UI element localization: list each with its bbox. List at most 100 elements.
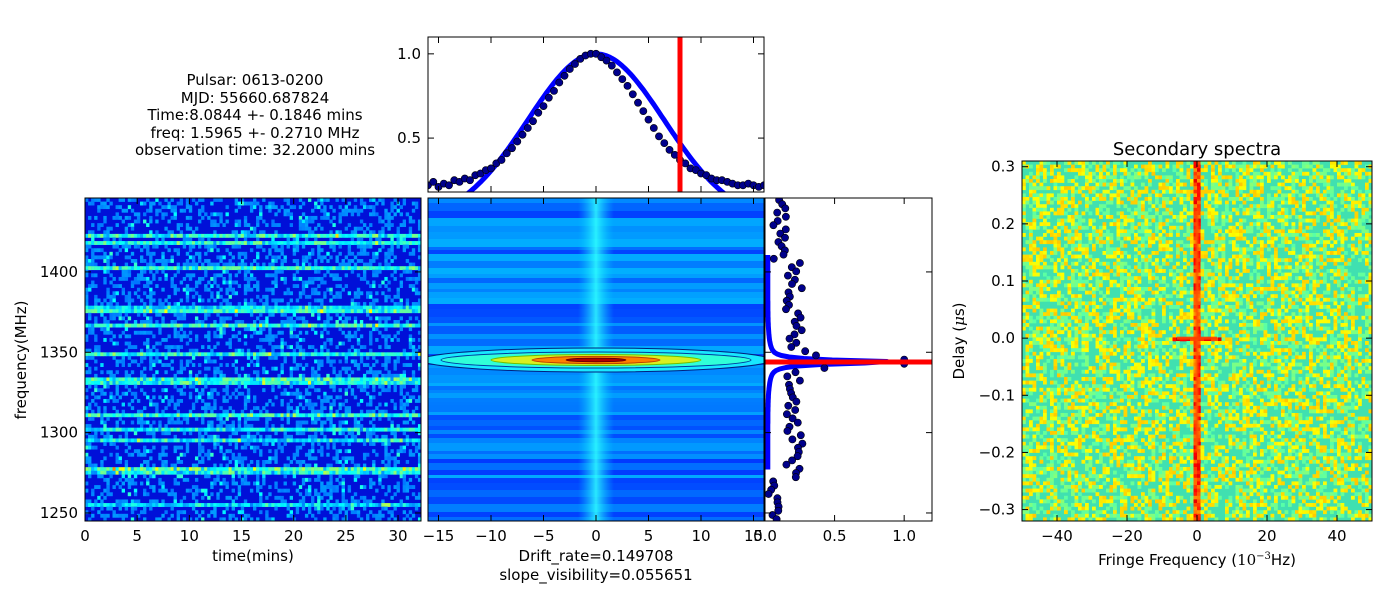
dyn-cell bbox=[237, 413, 242, 418]
dyn-cell bbox=[283, 381, 287, 385]
dyn-cell bbox=[112, 291, 116, 296]
dyn-cell bbox=[295, 438, 300, 443]
dyn-cell bbox=[335, 284, 339, 289]
dyn-cell bbox=[246, 391, 251, 396]
dyn-cell bbox=[387, 377, 391, 382]
dyn-cell bbox=[85, 248, 89, 253]
dyn-cell bbox=[136, 244, 141, 249]
dyn-cell bbox=[332, 513, 336, 518]
freq-acf-point bbox=[792, 322, 801, 330]
dyn-cell bbox=[222, 388, 226, 393]
dyn-cell bbox=[280, 449, 284, 454]
dyn-cell bbox=[103, 467, 107, 472]
dyn-cell bbox=[164, 226, 168, 231]
dyn-cell bbox=[158, 330, 162, 335]
dyn-cell bbox=[362, 273, 367, 278]
dyn-cell bbox=[329, 244, 333, 249]
dyn-cell bbox=[295, 409, 300, 414]
dyn-cell bbox=[268, 517, 272, 522]
dyn-cell bbox=[170, 366, 174, 371]
dyn-cell bbox=[341, 431, 345, 436]
dyn-cell bbox=[298, 266, 303, 271]
dyn-cell bbox=[362, 413, 367, 418]
freq-acf-point bbox=[796, 259, 804, 267]
dyn-cell bbox=[314, 373, 318, 378]
dyn-cell bbox=[320, 424, 324, 428]
dyn-cell bbox=[194, 262, 199, 267]
dyn-cell bbox=[130, 241, 135, 245]
dyn-cell bbox=[384, 366, 388, 371]
dyn-cell bbox=[280, 416, 284, 421]
dyn-cell bbox=[402, 427, 407, 432]
dyn-cell bbox=[280, 413, 284, 418]
dyn-cell bbox=[94, 413, 98, 418]
dyn-cell bbox=[246, 305, 251, 310]
dyn-cell bbox=[411, 492, 416, 497]
dyn-cell bbox=[298, 402, 303, 407]
dyn-cell bbox=[307, 427, 312, 432]
dyn-cell bbox=[256, 355, 260, 360]
dyn-cell bbox=[362, 241, 367, 245]
dyn-cell bbox=[411, 381, 416, 385]
dyn-cell bbox=[85, 370, 89, 375]
pulsar-label: Pulsar: 0613-0200 bbox=[186, 71, 324, 89]
dyn-cell bbox=[149, 280, 153, 285]
dyn-cell bbox=[173, 467, 177, 472]
dyn-cell bbox=[182, 305, 187, 310]
dyn-cell bbox=[118, 305, 122, 310]
freq-acf-point bbox=[772, 515, 781, 521]
dyn-cell bbox=[301, 481, 306, 486]
dyn-cell bbox=[85, 305, 89, 310]
dyn-cell bbox=[124, 248, 129, 253]
dyn-cell bbox=[408, 510, 413, 515]
dyn-cell bbox=[295, 262, 300, 267]
dyn-cell bbox=[311, 345, 315, 350]
dyn-cell bbox=[97, 298, 101, 303]
dyn-cell bbox=[109, 467, 113, 472]
dyn-cell bbox=[234, 366, 239, 371]
time-acf-bg bbox=[428, 37, 764, 192]
dyn-xtick-label: 30 bbox=[388, 527, 407, 545]
dyn-cell bbox=[191, 413, 196, 418]
dyn-cell bbox=[100, 416, 104, 421]
dyn-cell bbox=[124, 312, 129, 317]
dyn-cell bbox=[280, 298, 284, 303]
dyn-cell bbox=[362, 467, 367, 472]
dyn-cell bbox=[405, 276, 410, 281]
time-acf-point bbox=[618, 75, 627, 83]
dyn-cell bbox=[139, 388, 144, 393]
dyn-cell bbox=[314, 427, 318, 432]
dyn-cell bbox=[231, 477, 235, 482]
dyn-cell bbox=[249, 273, 254, 278]
dyn-cell bbox=[292, 244, 297, 249]
dyn-cell bbox=[85, 488, 89, 493]
dyn-cell bbox=[311, 434, 315, 439]
dyn-cell bbox=[155, 427, 159, 432]
dyn-cell bbox=[133, 474, 138, 479]
dyn-cell bbox=[115, 499, 119, 504]
dyn-cell bbox=[283, 431, 287, 436]
dyn-cell bbox=[390, 205, 394, 210]
dyn-cell bbox=[253, 226, 257, 231]
dyn-cell bbox=[158, 266, 162, 271]
dyn-cell bbox=[204, 413, 208, 418]
dyn-cell bbox=[161, 513, 165, 518]
dyn-cell bbox=[222, 352, 226, 357]
dyn-cell bbox=[366, 384, 370, 389]
dyn-cell bbox=[198, 434, 202, 439]
dyn-cell bbox=[332, 359, 336, 364]
dyn-cell bbox=[173, 312, 177, 317]
dyn-cell bbox=[228, 287, 232, 292]
dyn-cell bbox=[326, 359, 330, 364]
dyn-cell bbox=[88, 416, 92, 421]
dyn-cell bbox=[139, 470, 144, 475]
dyn-cell bbox=[277, 345, 281, 350]
dyn-cell bbox=[405, 503, 410, 507]
dyn-cell bbox=[362, 223, 367, 228]
dyn-cell bbox=[194, 373, 199, 378]
dyn-cell bbox=[133, 438, 138, 443]
dyn-cell bbox=[143, 233, 147, 238]
dyn-cell bbox=[268, 413, 272, 418]
dyn-cell bbox=[204, 316, 208, 321]
dyn-cell bbox=[207, 309, 211, 314]
